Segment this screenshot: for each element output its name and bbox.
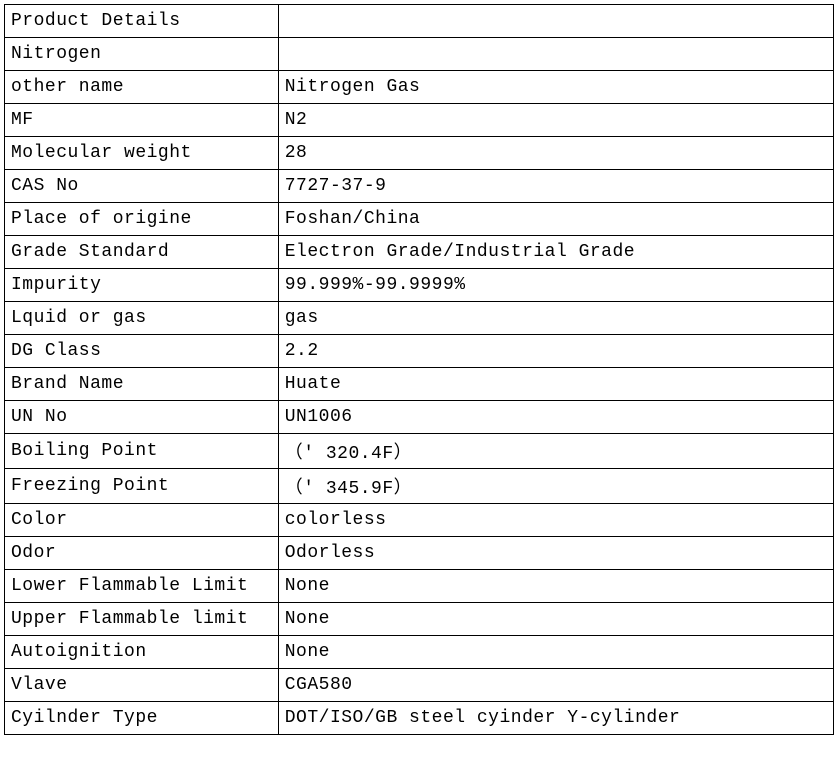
- table-row: MFN2: [5, 104, 834, 137]
- row-value: 99.999%-99.9999%: [278, 269, 833, 302]
- table-row: Lower Flammable LimitNone: [5, 570, 834, 603]
- row-value: None: [278, 570, 833, 603]
- product-details-table: Product DetailsNitrogenother nameNitroge…: [4, 4, 834, 735]
- table-row: Freezing Point（' 345.9F）: [5, 469, 834, 504]
- row-label: Nitrogen: [5, 38, 279, 71]
- row-label: Lower Flammable Limit: [5, 570, 279, 603]
- row-label: Upper Flammable limit: [5, 603, 279, 636]
- row-label: Place of origine: [5, 203, 279, 236]
- table-row: Product Details: [5, 5, 834, 38]
- table-row: Brand NameHuate: [5, 368, 834, 401]
- table-row: CAS No7727-37-9: [5, 170, 834, 203]
- row-label: Freezing Point: [5, 469, 279, 504]
- row-label: Grade Standard: [5, 236, 279, 269]
- row-label: Cyilnder Type: [5, 702, 279, 735]
- table-row: other nameNitrogen Gas: [5, 71, 834, 104]
- table-row: Place of origineFoshan/China: [5, 203, 834, 236]
- row-label: Molecular weight: [5, 137, 279, 170]
- table-row: Nitrogen: [5, 38, 834, 71]
- table-row: UN NoUN1006: [5, 401, 834, 434]
- table-row: Molecular weight28: [5, 137, 834, 170]
- table-row: AutoignitionNone: [5, 636, 834, 669]
- row-value: Nitrogen Gas: [278, 71, 833, 104]
- table-row: Upper Flammable limitNone: [5, 603, 834, 636]
- row-value: Huate: [278, 368, 833, 401]
- row-label: MF: [5, 104, 279, 137]
- row-label: CAS No: [5, 170, 279, 203]
- row-label: Boiling Point: [5, 434, 279, 469]
- table-row: Lquid or gasgas: [5, 302, 834, 335]
- table-row: OdorOdorless: [5, 537, 834, 570]
- row-label: Brand Name: [5, 368, 279, 401]
- table-row: Impurity99.999%-99.9999%: [5, 269, 834, 302]
- row-value: （' 345.9F）: [278, 469, 833, 504]
- row-value: 28: [278, 137, 833, 170]
- table-row: VlaveCGA580: [5, 669, 834, 702]
- row-value: 7727-37-9: [278, 170, 833, 203]
- row-label: Lquid or gas: [5, 302, 279, 335]
- row-value: Foshan/China: [278, 203, 833, 236]
- table-row: Cyilnder TypeDOT/ISO/GB steel cyinder Y-…: [5, 702, 834, 735]
- row-value: 2.2: [278, 335, 833, 368]
- row-label: UN No: [5, 401, 279, 434]
- row-label: other name: [5, 71, 279, 104]
- row-value: colorless: [278, 504, 833, 537]
- row-value: Electron Grade/Industrial Grade: [278, 236, 833, 269]
- row-value: UN1006: [278, 401, 833, 434]
- row-label: DG Class: [5, 335, 279, 368]
- row-value: N2: [278, 104, 833, 137]
- table-row: Boiling Point（' 320.4F）: [5, 434, 834, 469]
- row-label: Impurity: [5, 269, 279, 302]
- row-value: （' 320.4F）: [278, 434, 833, 469]
- table-body: Product DetailsNitrogenother nameNitroge…: [5, 5, 834, 735]
- row-label: Product Details: [5, 5, 279, 38]
- row-value: None: [278, 603, 833, 636]
- row-value: DOT/ISO/GB steel cyinder Y-cylinder: [278, 702, 833, 735]
- row-value: gas: [278, 302, 833, 335]
- table-row: Color colorless: [5, 504, 834, 537]
- table-row: Grade StandardElectron Grade/Industrial …: [5, 236, 834, 269]
- row-value: Odorless: [278, 537, 833, 570]
- row-value: None: [278, 636, 833, 669]
- row-label: Color: [5, 504, 279, 537]
- row-value: [278, 5, 833, 38]
- row-label: Vlave: [5, 669, 279, 702]
- table-row: DG Class2.2: [5, 335, 834, 368]
- row-value: CGA580: [278, 669, 833, 702]
- row-label: Odor: [5, 537, 279, 570]
- row-value: [278, 38, 833, 71]
- row-label: Autoignition: [5, 636, 279, 669]
